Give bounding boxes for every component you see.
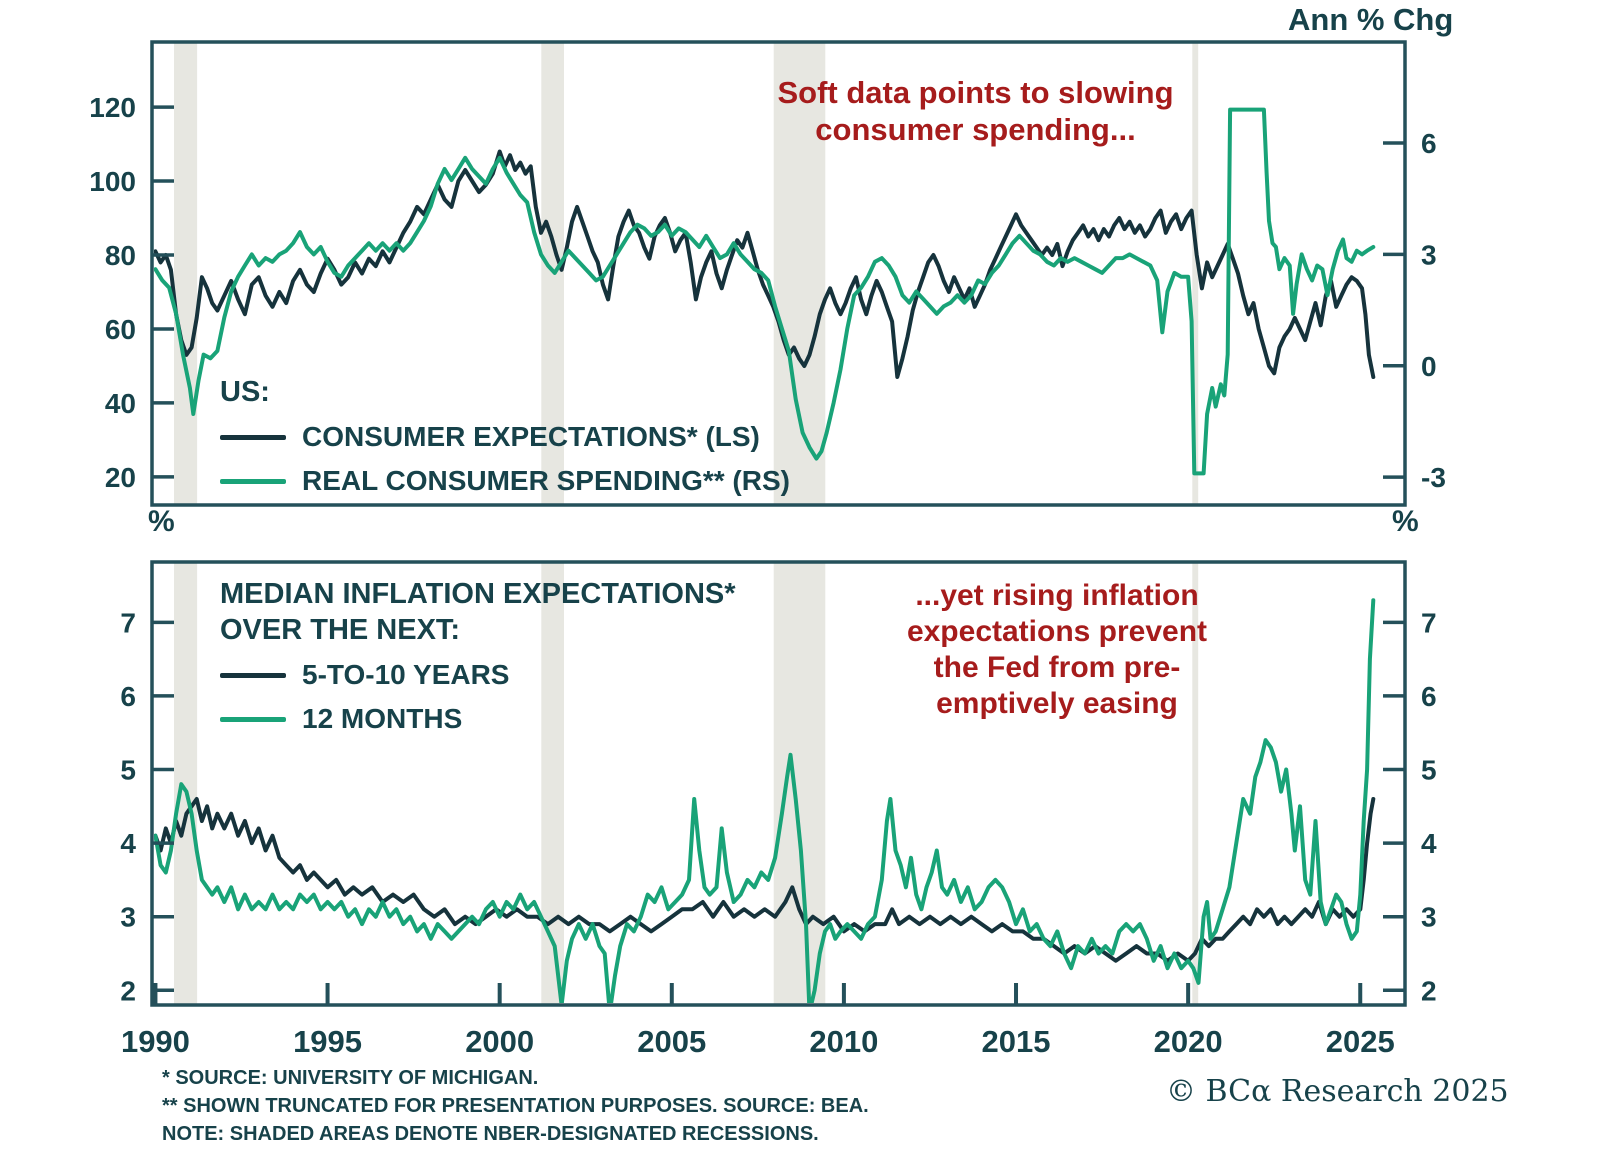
bca-research-logo: © BCα Research 2025 [1166, 1074, 1509, 1109]
top-legend-title: US: [220, 376, 270, 408]
legend-label: 5-TO-10 YEARS [302, 659, 510, 690]
plot-border [150, 560, 1407, 1007]
bottom-legend-title: MEDIAN INFLATION EXPECTATIONS* OVER THE … [220, 578, 736, 646]
right-axis-tick-label: 3 [1421, 902, 1437, 933]
green-line-swatch [220, 716, 286, 722]
footnote-source-michigan: * SOURCE: UNIVERSITY OF MICHIGAN. [162, 1067, 539, 1089]
right-axis-tick-label: 4 [1421, 828, 1437, 859]
left-axis-tick-label: 7 [120, 607, 136, 638]
series-line [154, 797, 1376, 963]
green-line-swatch [220, 478, 286, 484]
series-line [154, 598, 1376, 1003]
bottom-legend: MEDIAN INFLATION EXPECTATIONS* OVER THE … [220, 576, 736, 736]
series-line [154, 149, 1376, 379]
left-axis-tick-label: 6 [120, 681, 136, 712]
plot-border [150, 40, 1407, 507]
legend-label: 12 MONTHS [302, 703, 463, 734]
right-axis-tick-label: -3 [1421, 462, 1446, 493]
footnotes: * SOURCE: UNIVERSITY OF MICHIGAN. ** SHO… [162, 1064, 869, 1148]
left-axis-tick-label: 3 [120, 902, 136, 933]
recession-band [174, 42, 198, 505]
right-axis-tick-label: 0 [1421, 351, 1437, 382]
right-axis-title: Ann % Chg [1288, 2, 1454, 37]
footnote-truncated-bea: ** SHOWN TRUNCATED FOR PRESENTATION PURP… [162, 1095, 869, 1117]
left-axis-tick-label: 120 [89, 92, 136, 123]
legend-row-real-consumer-spending: REAL CONSUMER SPENDING** (RS) [220, 464, 790, 498]
left-axis-tick-label: 40 [105, 388, 136, 419]
x-axis-year-label: 2000 [465, 1024, 534, 1059]
recession-band [174, 562, 198, 1005]
legend-label: CONSUMER EXPECTATIONS* (LS) [302, 421, 760, 452]
left-axis-tick-label: 20 [105, 462, 136, 493]
x-axis-year-label: 2005 [637, 1024, 706, 1059]
right-axis-tick-label: 3 [1421, 239, 1437, 270]
recession-band [773, 562, 826, 1005]
left-axis-tick-label: 100 [89, 166, 136, 197]
series-line [154, 107, 1376, 476]
right-axis-tick-label: 6 [1421, 681, 1437, 712]
left-axis-tick-label: 2 [120, 975, 136, 1006]
x-axis-year-label: 2020 [1154, 1024, 1223, 1059]
top-annotation: Soft data points to slowing consumer spe… [777, 75, 1174, 147]
bottom-chart-right-axis-unit: % [1392, 505, 1419, 538]
bottom-annotation: ...yet rising inflation expectations pre… [906, 579, 1208, 720]
right-axis-tick-label: 7 [1421, 607, 1437, 638]
legend-row-5-to-10-years: 5-TO-10 YEARS [220, 658, 736, 692]
x-axis-year-label: 2025 [1326, 1024, 1395, 1059]
recession-band [541, 562, 564, 1005]
right-axis-tick-label: 2 [1421, 975, 1437, 1006]
right-axis-tick-label: 6 [1421, 128, 1437, 159]
left-axis-tick-label: 80 [105, 240, 136, 271]
x-axis-year-label: 1990 [121, 1024, 190, 1059]
footnote-nber-recessions: NOTE: SHADED AREAS DENOTE NBER-DESIGNATE… [162, 1123, 819, 1145]
dark-line-swatch [220, 434, 286, 440]
x-axis-year-label: 2010 [809, 1024, 878, 1059]
x-axis-year-label: 1995 [293, 1024, 362, 1059]
bottom-chart-left-axis-unit: % [148, 505, 175, 538]
legend-row-consumer-expectations: CONSUMER EXPECTATIONS* (LS) [220, 420, 790, 454]
legend-label: REAL CONSUMER SPENDING** (RS) [302, 465, 790, 496]
legend-row-12-months: 12 MONTHS [220, 702, 736, 736]
right-axis-tick-label: 5 [1421, 755, 1437, 786]
left-axis-tick-label: 60 [105, 314, 136, 345]
left-axis-tick-label: 4 [120, 828, 136, 859]
recession-band [1192, 562, 1199, 1005]
recession-band [773, 42, 826, 505]
top-legend: US: CONSUMER EXPECTATIONS* (LS) REAL CON… [220, 374, 790, 498]
dark-line-swatch [220, 672, 286, 678]
left-axis-tick-label: 5 [120, 755, 136, 786]
x-axis-year-label: 2015 [982, 1024, 1051, 1059]
recession-band [1192, 42, 1199, 505]
